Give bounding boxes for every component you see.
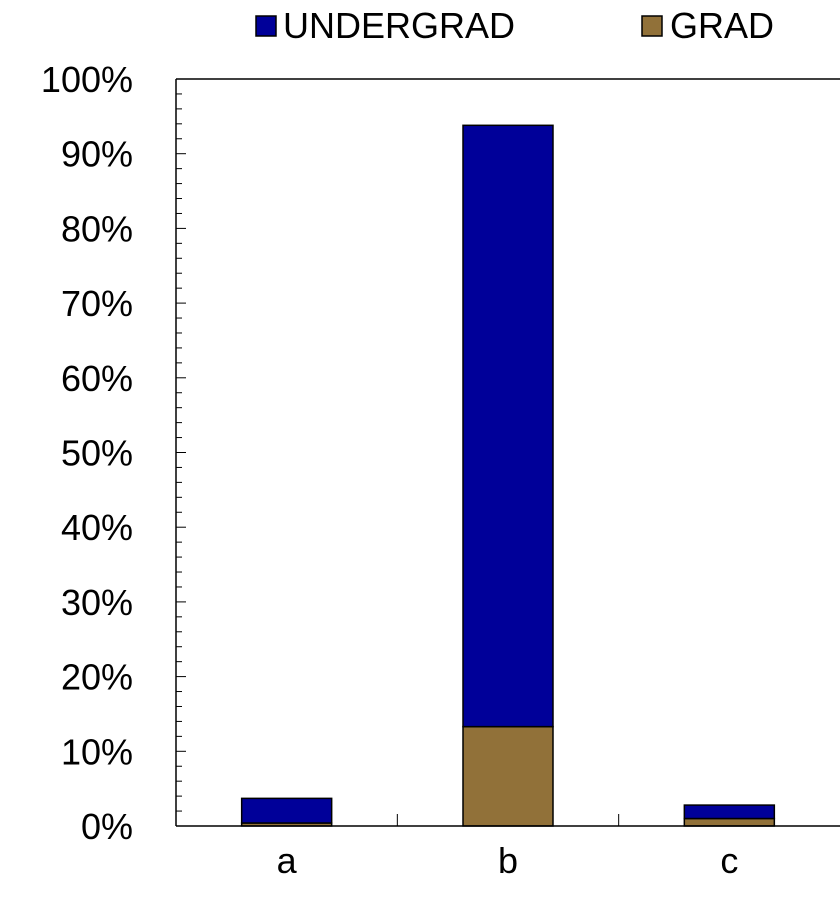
- y-tick-label: 80%: [61, 208, 133, 249]
- bar-undergrad-b: [463, 125, 553, 726]
- y-tick-label: 40%: [61, 507, 133, 548]
- legend-label-undergrad: UNDERGRAD: [283, 5, 515, 46]
- y-tick-label: 100%: [41, 59, 133, 100]
- x-tick-label-c: c: [720, 840, 738, 881]
- y-tick-label: 70%: [61, 283, 133, 324]
- y-tick-label: 60%: [61, 358, 133, 399]
- bar-undergrad-c: [684, 805, 774, 818]
- plot-area: a b c 0% 10% 20% 30% 40% 50% 60% 70% 80% 90% 100%: [41, 59, 840, 881]
- y-tick-label: 30%: [61, 582, 133, 623]
- y-tick-label: 0%: [81, 806, 133, 847]
- bar-grad-c: [684, 819, 774, 826]
- bar-grad-b: [463, 727, 553, 826]
- legend-label-grad: GRAD: [670, 5, 774, 46]
- legend-swatch-undergrad: [256, 16, 276, 36]
- x-tick-label-b: b: [498, 840, 518, 881]
- y-tick-label: 20%: [61, 657, 133, 698]
- y-tick-label: 50%: [61, 433, 133, 474]
- x-tick-label-a: a: [277, 840, 298, 881]
- y-tick-label: 90%: [61, 134, 133, 175]
- legend: UNDERGRAD GRAD: [256, 5, 774, 46]
- bar-undergrad-a: [242, 798, 332, 823]
- y-tick-label: 10%: [61, 731, 133, 772]
- legend-swatch-grad: [642, 16, 662, 36]
